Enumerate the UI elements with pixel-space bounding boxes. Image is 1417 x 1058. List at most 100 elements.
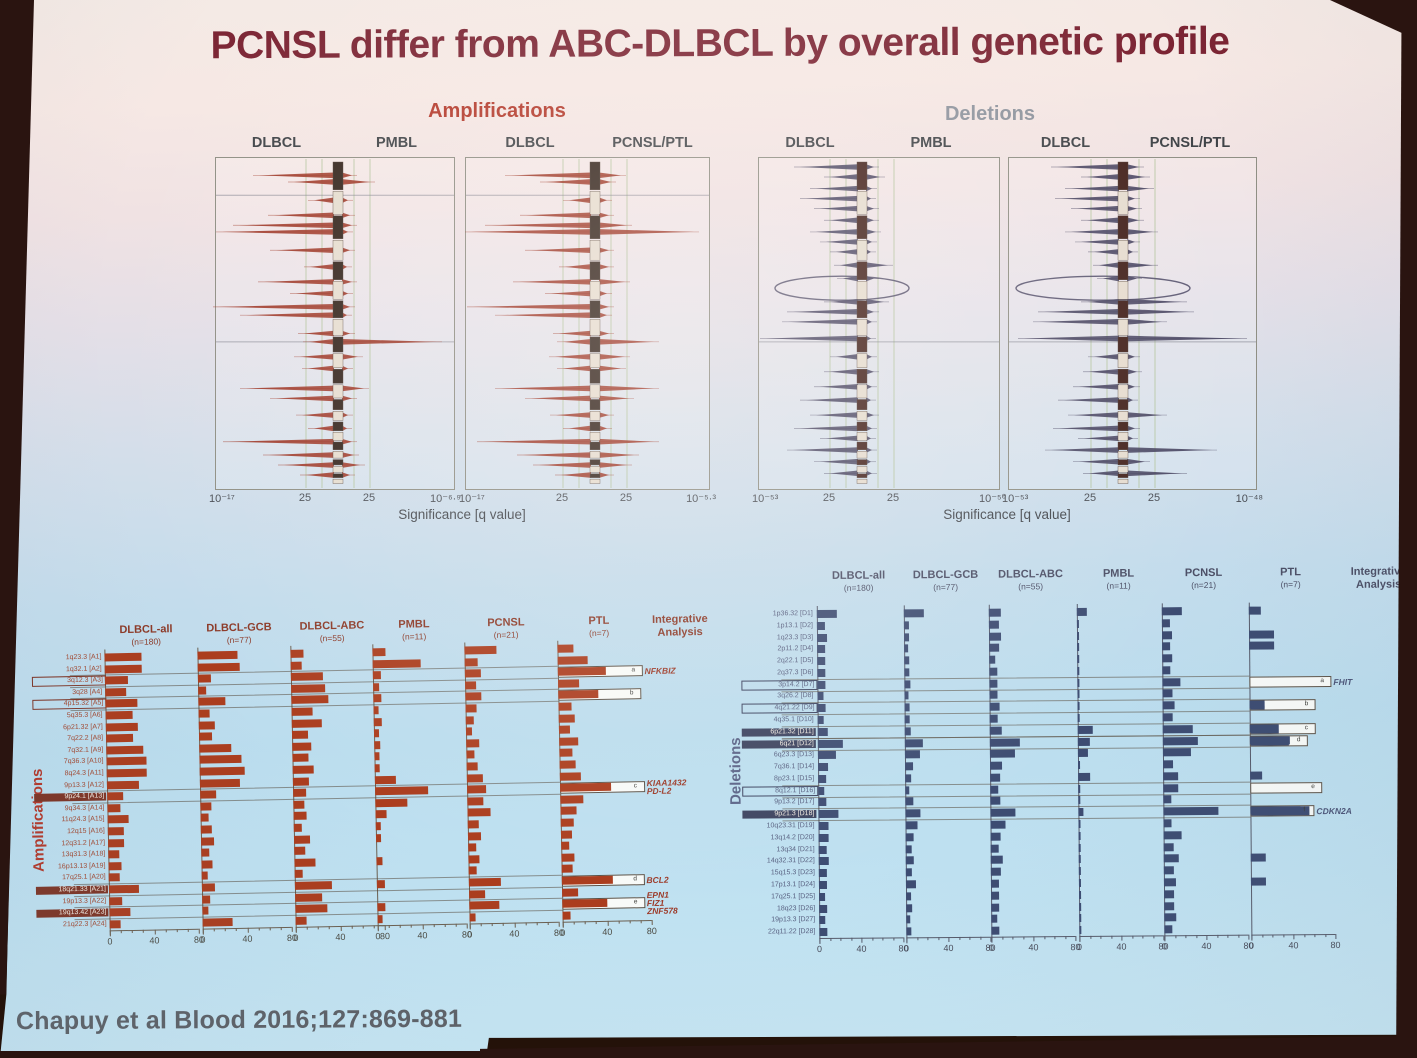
integrative-marker: c bbox=[1304, 723, 1309, 732]
x-axis-tick bbox=[317, 926, 320, 930]
amp-bar bbox=[108, 884, 139, 894]
x-axis-tick bbox=[536, 922, 538, 926]
amp-bar bbox=[106, 768, 148, 778]
amp-bar bbox=[373, 717, 383, 726]
amp-bar bbox=[290, 661, 302, 670]
del-bar bbox=[819, 916, 826, 925]
amp-bar bbox=[199, 755, 242, 765]
amp-bar bbox=[558, 725, 570, 734]
del-bar bbox=[903, 621, 909, 630]
del-bar bbox=[990, 844, 999, 853]
row-label: 3q26.2 [D8] bbox=[777, 692, 814, 700]
del-bar bbox=[1077, 643, 1080, 652]
amp-bar bbox=[198, 686, 207, 695]
row-label: 4q35.1 [D10] bbox=[773, 716, 814, 724]
x-axis-tick bbox=[480, 923, 482, 927]
amp-bar bbox=[464, 669, 481, 678]
gene-annotation: NFKBIZ bbox=[644, 665, 676, 677]
row-label: 9p24.1 [A13] bbox=[34, 792, 107, 803]
amp-bar bbox=[109, 920, 121, 929]
amp-bar bbox=[107, 815, 129, 824]
gistic-axis-tick: 25 bbox=[619, 492, 633, 504]
row-label: 6p21.32 [D11] bbox=[741, 727, 816, 737]
x-axis-tick bbox=[991, 936, 993, 942]
del-bar bbox=[1250, 806, 1301, 815]
x-axis-tick bbox=[362, 925, 364, 929]
row-label: 17q25.1 [D25] bbox=[771, 892, 816, 901]
amp-bar bbox=[560, 818, 574, 827]
row-label: 19p13.3 [D27] bbox=[771, 916, 816, 924]
integrative-marker: e bbox=[633, 898, 638, 906]
amp-bar bbox=[107, 803, 121, 813]
amp-bar bbox=[374, 740, 381, 750]
amp-bar bbox=[376, 880, 386, 889]
amp-bar bbox=[562, 888, 579, 897]
gene-name: NFKBIZ bbox=[644, 665, 676, 677]
x-axis-tick bbox=[916, 937, 918, 941]
del-bar bbox=[1163, 854, 1179, 863]
del-bar bbox=[1077, 690, 1080, 699]
row-label: 1p36.32 [D1] bbox=[772, 610, 813, 618]
del-bar bbox=[904, 644, 909, 653]
x-axis-tick bbox=[1261, 934, 1263, 938]
del-bar bbox=[1077, 749, 1088, 758]
row-label: 12q31.2 [A17] bbox=[61, 839, 106, 847]
del-bar bbox=[990, 855, 1003, 865]
amp-bar bbox=[560, 782, 612, 792]
panel-left-header: DLBCL bbox=[785, 135, 835, 151]
del-bar bbox=[990, 773, 1001, 782]
x-axis-tick bbox=[1054, 936, 1056, 940]
x-axis-tick bbox=[819, 938, 821, 944]
amp-bar bbox=[374, 775, 397, 784]
del-bar bbox=[1078, 761, 1081, 770]
integrative-marker: b bbox=[1304, 700, 1309, 708]
amp-bar bbox=[294, 881, 333, 890]
integrative-analysis-header: Integrative bbox=[651, 612, 708, 626]
row-label: 14q32.31 [D22] bbox=[766, 857, 815, 865]
significance-axis-label: Significance [q value] bbox=[943, 507, 1071, 522]
gistic-axis-tick: 25 bbox=[1083, 492, 1097, 504]
gene-name: CDKN2A bbox=[1316, 806, 1352, 817]
x-axis-tick bbox=[1324, 934, 1326, 938]
amp-bar bbox=[293, 823, 303, 832]
amp-bar bbox=[374, 764, 381, 773]
row-label: 12q15 [A16] bbox=[67, 827, 105, 836]
amp-bar bbox=[290, 649, 304, 658]
amp-bar bbox=[106, 757, 147, 766]
del-bar bbox=[989, 726, 1002, 735]
gistic-axis-tick: 25 bbox=[362, 492, 376, 504]
row-label: 7q36.1 [D14] bbox=[773, 763, 815, 771]
x-axis-tick bbox=[1314, 934, 1316, 938]
del-bar bbox=[906, 915, 911, 924]
del-bar bbox=[905, 821, 918, 830]
del-bar bbox=[1250, 877, 1266, 886]
x-axis-tick bbox=[329, 926, 331, 930]
x-axis-tick bbox=[1022, 936, 1024, 940]
x-axis-tick bbox=[1075, 936, 1077, 942]
amp-bar bbox=[559, 748, 573, 758]
row-label: 2p11.2 [D4] bbox=[777, 645, 814, 653]
del-bar bbox=[905, 880, 917, 889]
amp-bar bbox=[293, 788, 306, 798]
ideogram bbox=[856, 161, 868, 484]
x-axis-tick bbox=[596, 921, 598, 925]
panel-right-header: PMBL bbox=[375, 135, 418, 151]
column-header: DLBCL-GCB bbox=[206, 621, 272, 635]
x-axis-tick bbox=[882, 937, 884, 941]
x-axis-tick bbox=[861, 937, 863, 943]
x-axis-tick bbox=[514, 922, 516, 928]
del-bar bbox=[906, 892, 912, 901]
column-subheader: (n=55) bbox=[1018, 581, 1044, 592]
row-label: 15q15.3 [D23] bbox=[770, 869, 815, 877]
amp-bar bbox=[109, 908, 131, 917]
gene-annotation: EPN1 FIZ1 ZNF578 bbox=[647, 890, 678, 916]
del-bar bbox=[1162, 701, 1175, 710]
integrative-marker: a bbox=[631, 666, 636, 674]
row-label: 9p21.3 [D18] bbox=[742, 810, 817, 819]
amp-bar bbox=[105, 710, 133, 720]
del-bar bbox=[990, 808, 1016, 817]
x-axis-tick bbox=[1079, 935, 1081, 941]
x-axis-tick bbox=[850, 937, 852, 941]
amp-bar bbox=[560, 830, 572, 839]
row-label: 1p13.1 [D2] bbox=[776, 621, 813, 630]
